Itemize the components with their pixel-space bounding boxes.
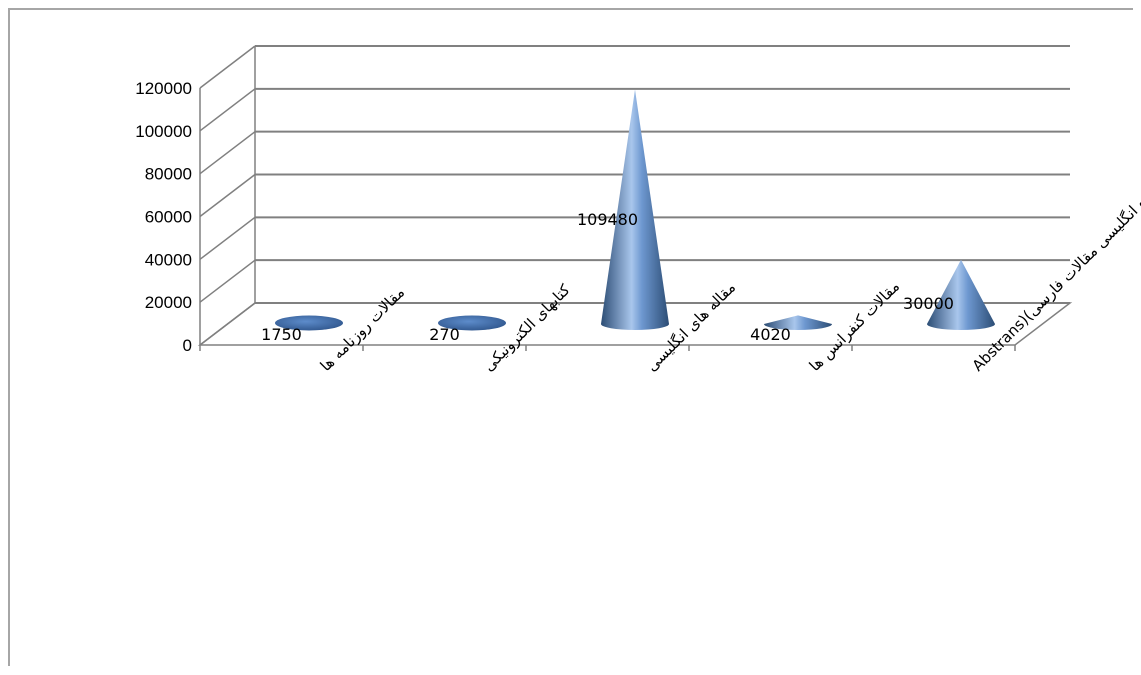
gridline-side bbox=[199, 302, 256, 346]
data-label: 4020 bbox=[750, 325, 791, 344]
y-tick-label: 20000 bbox=[145, 293, 192, 312]
y-tick-label: 40000 bbox=[145, 250, 192, 269]
cone bbox=[438, 315, 506, 331]
gridline-side bbox=[199, 259, 256, 303]
cone bbox=[927, 259, 995, 330]
cone-body bbox=[601, 89, 669, 330]
x-axis bbox=[199, 345, 1016, 351]
chart-frame bbox=[8, 8, 1133, 666]
y-axis: 0 20000 40000 60000 80000 100000 120000 bbox=[135, 79, 201, 355]
category-label: مقالات روزنامه ها bbox=[317, 283, 409, 375]
gridline-side bbox=[199, 131, 256, 175]
data-label: 1750 bbox=[261, 325, 302, 344]
gridline-side bbox=[199, 45, 256, 89]
gridline-side bbox=[199, 88, 256, 132]
y-tick-label: 120000 bbox=[135, 79, 192, 98]
y-tick-label: 80000 bbox=[145, 165, 192, 184]
cone-body bbox=[927, 259, 995, 330]
cone bbox=[275, 315, 343, 331]
y-tick-label: 100000 bbox=[135, 122, 192, 141]
cone bbox=[601, 89, 669, 330]
gridline-side bbox=[199, 173, 256, 218]
cone-body bbox=[764, 315, 832, 330]
y-tick-label: 60000 bbox=[145, 208, 192, 227]
data-labels: 1750 270 109480 4020 30000 bbox=[261, 210, 954, 344]
gridline-side bbox=[199, 216, 256, 260]
cone-base bbox=[275, 315, 343, 331]
series-cones bbox=[275, 89, 995, 331]
gridlines bbox=[199, 45, 1070, 346]
cone-base bbox=[438, 315, 506, 331]
data-label: 270 bbox=[429, 325, 460, 344]
y-tick-label: 0 bbox=[183, 336, 192, 355]
category-label: چکیده انگلیسی مقالات فارسی)(Abstrans bbox=[969, 172, 1141, 375]
data-label: 109480 bbox=[577, 210, 638, 229]
cone bbox=[764, 315, 832, 330]
data-label: 30000 bbox=[903, 294, 954, 313]
